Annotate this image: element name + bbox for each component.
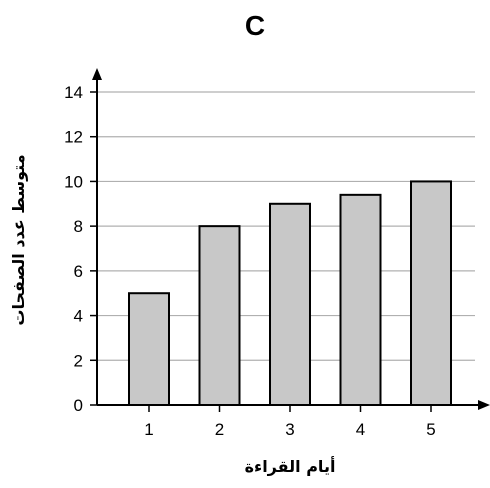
y-tick-label: 12 xyxy=(64,128,83,147)
y-tick-label: 4 xyxy=(74,307,83,326)
x-axis-label: أيام القراءة xyxy=(245,456,336,476)
y-tick-label: 8 xyxy=(74,217,83,236)
y-tick-label: 0 xyxy=(74,396,83,415)
x-axis-arrow xyxy=(478,400,490,410)
y-tick-label: 14 xyxy=(64,83,83,102)
bar-5 xyxy=(410,180,452,406)
x-tick-label: 2 xyxy=(215,420,224,439)
y-tick-label: 2 xyxy=(74,351,83,370)
y-tick-label: 6 xyxy=(74,262,83,281)
x-tick-label: 3 xyxy=(285,420,294,439)
axes xyxy=(92,68,490,410)
bar-2 xyxy=(198,225,241,406)
bar-4 xyxy=(339,193,382,406)
x-tick-labels: 1 2 3 4 5 xyxy=(144,405,436,439)
chart-title: C xyxy=(245,10,265,41)
x-tick-label: 5 xyxy=(426,420,435,439)
bar-1 xyxy=(128,292,170,407)
y-tick-labels: 0 2 4 6 8 10 12 14 xyxy=(64,83,97,415)
y-tick-label: 10 xyxy=(64,172,83,191)
y-axis-arrow xyxy=(92,68,102,80)
x-tick-label: 1 xyxy=(144,420,153,439)
bars xyxy=(128,180,452,407)
y-axis-label: متوسط عدد الصفحات xyxy=(9,154,28,325)
x-tick-label: 4 xyxy=(356,420,365,439)
bar-3 xyxy=(269,202,311,406)
